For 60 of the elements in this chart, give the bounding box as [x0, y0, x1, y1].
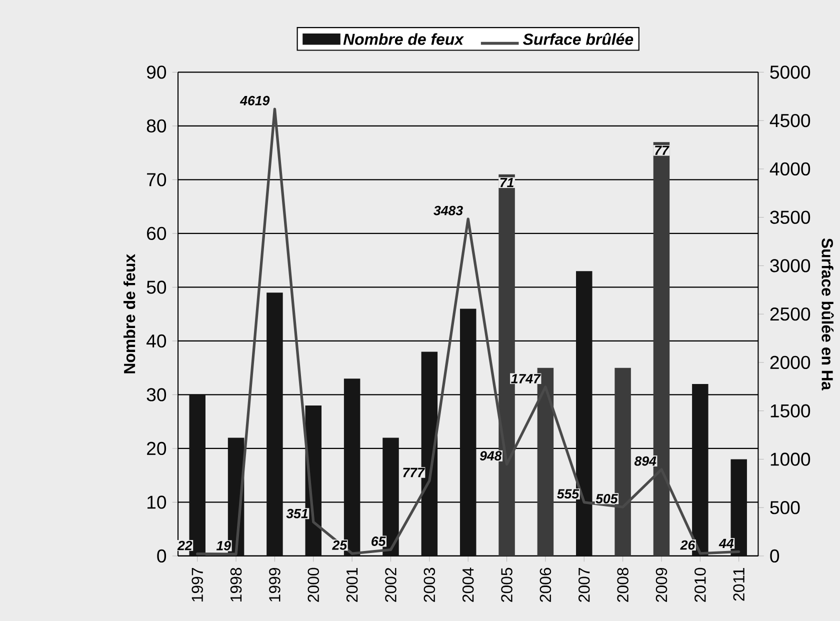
y2-tick-label: 5000 [770, 66, 810, 79]
x-tick-label: 2010 [694, 568, 706, 602]
y-axis-title: Nombre de feux [124, 254, 136, 374]
bar [460, 308, 476, 556]
data-label: 505 [596, 494, 618, 504]
data-label: 555 [557, 489, 580, 499]
y2-tick-label: 1500 [770, 404, 810, 418]
data-label: 22 [177, 540, 192, 550]
y2-tick-label: 2000 [770, 356, 810, 370]
y2-tick-label: 0 [770, 549, 780, 563]
data-label: 3483 [434, 206, 463, 216]
data-label: 71 [500, 178, 514, 188]
data-label: 351 [286, 508, 308, 518]
data-label: 19 [216, 541, 231, 550]
y-tick-label: 20 [147, 442, 166, 456]
data-label: 1747 [511, 374, 541, 384]
legend-label: Surface brûlée [523, 32, 634, 45]
x-tick-label: 1997 [192, 568, 203, 602]
y-tick-label: 90 [146, 66, 166, 79]
line-series [196, 108, 740, 556]
data-label: 65 [372, 536, 386, 546]
x-tick-label: 2008 [617, 568, 628, 602]
x-tick-label: 1998 [230, 568, 242, 602]
y-tick-label: 40 [146, 334, 166, 348]
y2-tick-label: 3500 [770, 210, 810, 224]
y2-axis-title: Surface bûlée en Ha [822, 238, 834, 390]
x-tick-label: 2006 [540, 568, 552, 602]
data-label: 25 [332, 540, 348, 550]
x-tick-label: 2000 [308, 568, 320, 602]
data-label: 26 [680, 540, 696, 550]
data-label: 4619 [240, 96, 270, 106]
bar [266, 292, 283, 556]
y2-tick-label: 4000 [770, 162, 810, 176]
y-tick-label: 80 [146, 119, 166, 133]
y-tick-label: 70 [147, 173, 166, 186]
legend-label: Nombre de feux [343, 33, 464, 45]
y2-tick-label: 3000 [770, 259, 810, 272]
x-tick-label: 2004 [462, 568, 474, 602]
x-tick-label: 2005 [501, 568, 512, 602]
x-tick-label: 1999 [269, 568, 280, 602]
y-tick-label: 50 [146, 280, 166, 294]
data-label: 44 [718, 538, 734, 548]
data-label: 894 [634, 456, 656, 466]
x-tick-label: 2001 [346, 568, 358, 602]
x-tick-label: 2002 [385, 568, 396, 602]
x-tick-label: 2009 [656, 568, 668, 602]
x-tick-label: 2007 [578, 568, 590, 602]
x-tick-label: 2011 [733, 568, 744, 601]
x-tick-label: 2003 [424, 568, 436, 602]
y-tick-label: 10 [148, 496, 166, 509]
y2-tick-label: 500 [770, 501, 800, 514]
y2-tick-label: 1000 [770, 452, 810, 466]
y-tick-label: 60 [147, 226, 166, 240]
data-label: 777 [403, 468, 425, 478]
y-tick-label: 30 [146, 388, 166, 402]
data-label: 77 [655, 146, 670, 155]
y2-tick-label: 4500 [770, 114, 810, 128]
y2-tick-label: 2500 [770, 307, 810, 321]
data-label: 948 [480, 451, 502, 461]
y-tick-label: 0 [157, 549, 166, 563]
